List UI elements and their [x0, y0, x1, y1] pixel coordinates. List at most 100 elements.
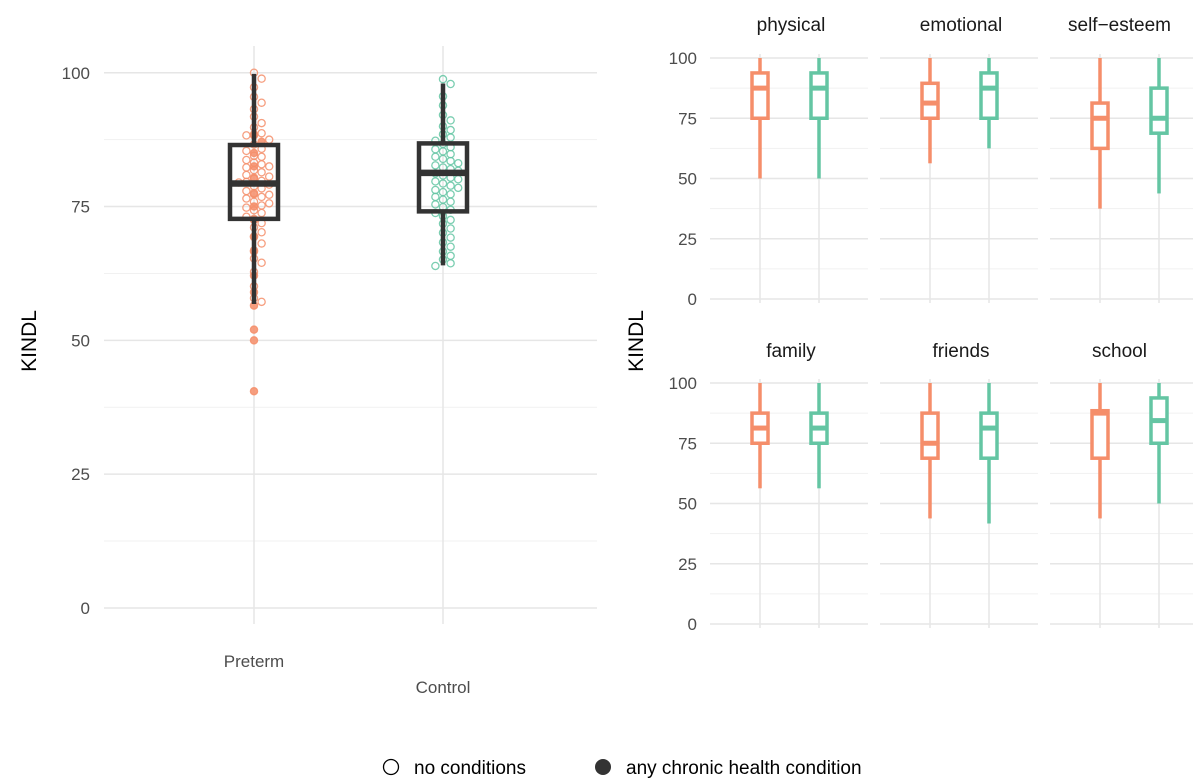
data-point-no-condition	[446, 251, 455, 261]
data-point-no-condition	[257, 168, 266, 177]
data-point-no-condition	[446, 197, 455, 206]
facet-emotional: emotional	[880, 15, 1038, 303]
facet-self−esteem: self−esteem	[1050, 15, 1193, 303]
data-point-no-condition	[257, 201, 266, 210]
facet-strip-label: physical	[757, 15, 826, 36]
data-point-no-condition	[446, 79, 455, 89]
data-point-no-condition	[257, 74, 266, 83]
y-tick-label: 0	[688, 615, 697, 634]
data-point-no-condition	[257, 297, 266, 307]
data-point-no-condition	[431, 192, 440, 202]
data-point-no-condition	[431, 152, 440, 162]
data-point-no-condition	[446, 259, 455, 268]
data-point-no-condition	[242, 155, 251, 165]
data-point-no-condition	[438, 179, 448, 188]
subscale-facets: physical emotional self−esteem family friend…	[669, 15, 1193, 634]
facet-school: school	[1050, 341, 1193, 628]
data-point-no-condition	[257, 118, 266, 128]
data-point-no-condition	[446, 233, 455, 242]
data-point-chronic	[249, 336, 259, 345]
data-point-no-condition	[446, 116, 455, 125]
data-point-no-condition	[446, 133, 455, 142]
data-point-no-condition	[264, 162, 274, 171]
data-point-no-condition	[438, 154, 448, 164]
data-point-no-condition	[453, 175, 463, 184]
box-iqr	[979, 71, 999, 120]
y-tick-label: 100	[669, 49, 697, 68]
data-point-no-condition	[249, 197, 259, 206]
data-point-no-condition	[257, 239, 266, 248]
box-iqr	[809, 71, 829, 120]
y-tick-label: 75	[678, 109, 697, 128]
y-tick-label: 0	[81, 599, 90, 618]
facet-strip-label: school	[1092, 341, 1147, 362]
data-point-no-condition	[264, 172, 274, 181]
data-point-no-condition	[431, 161, 440, 170]
data-point-no-condition	[242, 163, 251, 172]
facet-strip-label: family	[766, 341, 816, 362]
y-tick-label: 25	[678, 230, 697, 249]
data-point-no-condition	[264, 190, 274, 200]
y-tick-label: 50	[71, 331, 90, 350]
legend-label-chronic-condition: any chronic health condition	[626, 758, 862, 779]
data-point-no-condition	[446, 149, 455, 159]
data-point-no-condition	[446, 189, 455, 199]
left-y-axis-title: KINDL	[18, 310, 41, 372]
facet-strip-label: self−esteem	[1068, 15, 1171, 36]
data-point-no-condition	[257, 98, 266, 107]
total-kindl-panel: 0 25 50 75 100 Preterm Control	[62, 46, 597, 697]
data-point-no-condition	[446, 224, 455, 233]
data-point-no-condition	[431, 261, 440, 271]
data-point-no-condition	[249, 206, 259, 215]
data-point-no-condition	[446, 125, 455, 135]
data-point-no-condition	[249, 165, 259, 175]
box-iqr	[979, 411, 999, 460]
data-point-no-condition	[431, 200, 440, 209]
data-point-no-condition	[257, 192, 266, 202]
facet-family: family	[710, 341, 868, 628]
facet-physical: physical	[710, 15, 868, 303]
data-point-no-condition	[249, 188, 259, 198]
y-tick-label: 100	[669, 374, 697, 393]
y-tick-label: 75	[71, 198, 90, 217]
facet-strip-label: friends	[932, 341, 989, 362]
data-point-no-condition	[242, 146, 251, 156]
data-point-chronic	[249, 325, 259, 334]
legend-label-no-conditions: no conditions	[414, 758, 526, 779]
data-point-no-condition	[242, 203, 251, 212]
data-point-no-condition	[446, 242, 455, 251]
y-tick-label: 25	[71, 465, 90, 484]
data-point-no-condition	[453, 183, 463, 193]
y-tick-label: 75	[678, 434, 697, 453]
box-iqr	[920, 411, 940, 460]
data-point-no-condition	[446, 181, 455, 190]
data-point-no-condition	[257, 258, 266, 267]
y-tick-label: 50	[678, 495, 697, 514]
y-tick-label: 25	[678, 555, 697, 574]
data-point-no-condition	[438, 74, 448, 84]
facet-strip-label: emotional	[920, 15, 1002, 36]
legend-filled-circle-icon	[595, 759, 611, 775]
data-point-chronic	[249, 148, 259, 158]
box-iqr	[750, 71, 770, 120]
data-point-no-condition	[431, 177, 440, 186]
data-point-no-condition	[257, 160, 266, 169]
data-point-no-condition	[453, 158, 463, 168]
legend-open-circle-icon	[382, 758, 400, 776]
legend: no conditions any chronic health conditi…	[382, 758, 862, 779]
data-point-no-condition	[446, 156, 455, 166]
data-point-no-condition	[257, 227, 266, 237]
data-point-no-condition	[242, 186, 251, 196]
data-point-no-condition	[242, 194, 251, 203]
data-point-no-condition	[257, 128, 266, 138]
facet-friends: friends	[880, 341, 1038, 628]
data-point-no-condition	[431, 145, 440, 154]
data-point-no-condition	[446, 215, 455, 225]
box-iqr	[416, 141, 470, 214]
box-iqr	[1149, 86, 1169, 135]
data-point-no-condition	[431, 185, 440, 195]
data-point-chronic	[249, 386, 259, 396]
data-point-no-condition	[257, 208, 266, 218]
data-point-no-condition	[264, 199, 274, 208]
